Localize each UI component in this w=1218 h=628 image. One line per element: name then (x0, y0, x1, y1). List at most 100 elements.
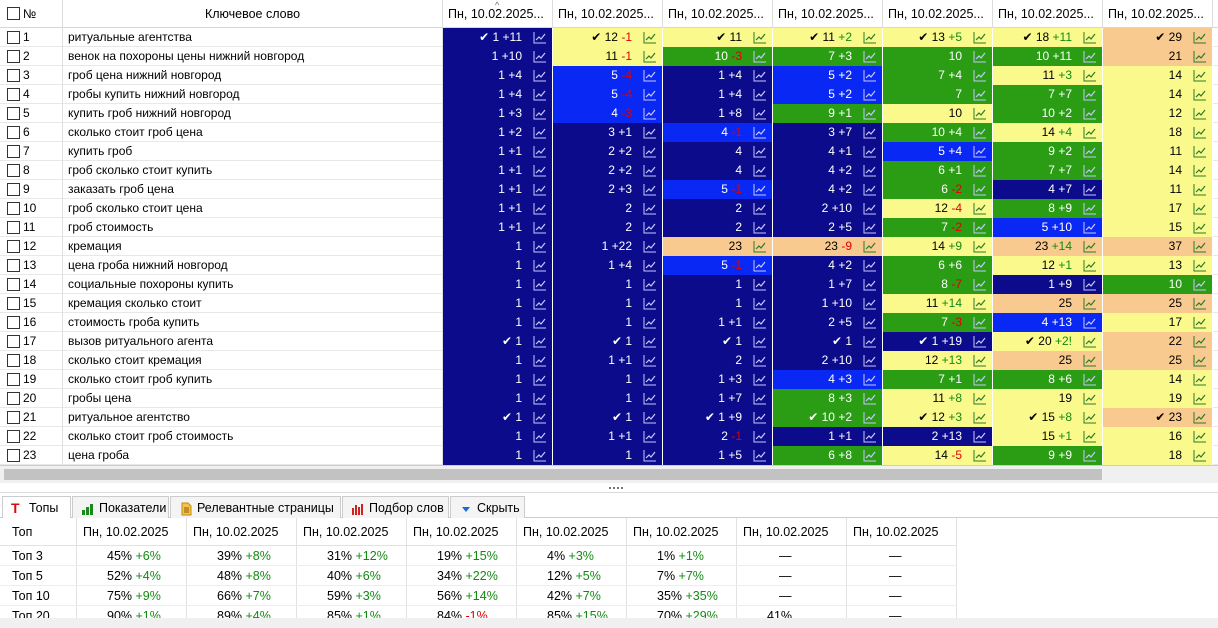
trend-chart-icon[interactable] (1193, 69, 1207, 82)
scrollbar-thumb[interactable] (4, 469, 1102, 480)
trend-chart-icon[interactable] (863, 145, 877, 158)
trend-chart-icon[interactable] (753, 354, 767, 367)
position-cell[interactable]: 6 +6 (883, 256, 993, 275)
period-header[interactable]: Пн, 10.02.2025... (553, 0, 663, 28)
keyword-cell[interactable]: гроб сколько стоит цена (63, 199, 443, 218)
trend-chart-icon[interactable] (1193, 430, 1207, 443)
position-cell[interactable]: 2 +13 (883, 427, 993, 446)
position-cell[interactable]: 4 +3 (773, 370, 883, 389)
position-cell[interactable]: 5 +2 (773, 85, 883, 104)
period-header[interactable]: Пн, 10.02.2025... ^ (443, 0, 553, 28)
trend-chart-icon[interactable] (643, 316, 657, 329)
trend-chart-icon[interactable] (973, 373, 987, 386)
trend-chart-icon[interactable] (643, 449, 657, 462)
trend-chart-icon[interactable] (753, 50, 767, 63)
trend-chart-icon[interactable] (1083, 31, 1097, 44)
trend-chart-icon[interactable] (533, 145, 547, 158)
stats-period-header[interactable]: Пн, 10.02.2025 (847, 518, 957, 546)
stats-period-header[interactable]: Пн, 10.02.2025 (737, 518, 847, 546)
trend-chart-icon[interactable] (973, 145, 987, 158)
position-cell[interactable]: 5 +2 (773, 66, 883, 85)
trend-chart-icon[interactable] (1193, 335, 1207, 348)
trend-chart-icon[interactable] (863, 449, 877, 462)
trend-chart-icon[interactable] (533, 278, 547, 291)
position-cell[interactable]: 12 (1103, 104, 1213, 123)
position-cell[interactable]: 8 +6 (993, 370, 1103, 389)
position-cell[interactable]: 1 (663, 275, 773, 294)
period-header[interactable]: Пн, 10.02.2025... (993, 0, 1103, 28)
row-checkbox[interactable] (7, 164, 20, 177)
trend-chart-icon[interactable] (533, 449, 547, 462)
table-row[interactable]: 17 вызов ритуального агента ✔ 1 ✔ 1 ✔ 1 ✔ 1 ✔ … (0, 332, 1218, 351)
position-cell[interactable]: 8 -7 (883, 275, 993, 294)
trend-chart-icon[interactable] (1193, 221, 1207, 234)
position-cell[interactable]: ✔ 1 (553, 408, 663, 427)
keyword-cell[interactable]: ритуальные агентства (63, 28, 443, 47)
keyword-cell[interactable]: сколько стоит гроб цена (63, 123, 443, 142)
trend-chart-icon[interactable] (1193, 373, 1207, 386)
keyword-cell[interactable]: цена гроба (63, 446, 443, 465)
position-cell[interactable]: 19 (993, 389, 1103, 408)
position-cell[interactable]: 17 (1103, 313, 1213, 332)
table-row[interactable]: 6 сколько стоит гроб цена 1 +2 3 +1 4 -1 3 +7… (0, 123, 1218, 142)
position-cell[interactable]: ✔ 1 +11 (443, 28, 553, 47)
keyword-cell[interactable]: гробы цена (63, 389, 443, 408)
trend-chart-icon[interactable] (863, 221, 877, 234)
stats-period-header[interactable]: Пн, 10.02.2025 (187, 518, 297, 546)
row-checkbox[interactable] (7, 31, 20, 44)
table-row[interactable]: 12 кремация 1 1 +22 23 23 -9 14 +9 23 +14 37 (0, 237, 1218, 256)
trend-chart-icon[interactable] (863, 31, 877, 44)
trend-chart-icon[interactable] (753, 183, 767, 196)
table-row[interactable]: 9 заказать гроб цена 1 +1 2 +3 5 -1 4 +2 6 -2 4… (0, 180, 1218, 199)
keyword-cell[interactable]: заказать гроб цена (63, 180, 443, 199)
trend-chart-icon[interactable] (643, 50, 657, 63)
trend-chart-icon[interactable] (1193, 31, 1207, 44)
position-cell[interactable]: 18 (1103, 446, 1213, 465)
trend-chart-icon[interactable] (753, 221, 767, 234)
position-cell[interactable]: 7 (883, 85, 993, 104)
position-cell[interactable]: ✔ 11 +2 (773, 28, 883, 47)
position-cell[interactable]: 2 +5 (773, 218, 883, 237)
trend-chart-icon[interactable] (1083, 373, 1097, 386)
row-checkbox[interactable] (7, 50, 20, 63)
trend-chart-icon[interactable] (863, 411, 877, 424)
trend-chart-icon[interactable] (973, 354, 987, 367)
position-cell[interactable]: 1 +4 (663, 66, 773, 85)
position-cell[interactable]: 1 (443, 256, 553, 275)
position-cell[interactable]: 2 (663, 199, 773, 218)
trend-chart-icon[interactable] (973, 278, 987, 291)
position-cell[interactable]: 17 (1103, 199, 1213, 218)
position-cell[interactable]: 5 -1 (663, 180, 773, 199)
stats-period-header[interactable]: Пн, 10.02.2025 (517, 518, 627, 546)
trend-chart-icon[interactable] (1193, 183, 1207, 196)
trend-chart-icon[interactable] (973, 335, 987, 348)
position-cell[interactable]: 7 +7 (993, 85, 1103, 104)
trend-chart-icon[interactable] (753, 278, 767, 291)
trend-chart-icon[interactable] (863, 335, 877, 348)
trend-chart-icon[interactable] (533, 373, 547, 386)
trend-chart-icon[interactable] (1193, 354, 1207, 367)
position-cell[interactable]: 2 +10 (773, 351, 883, 370)
trend-chart-icon[interactable] (1193, 164, 1207, 177)
trend-chart-icon[interactable] (643, 164, 657, 177)
position-cell[interactable]: 7 -2 (883, 218, 993, 237)
position-cell[interactable]: 1 +1 (443, 218, 553, 237)
position-cell[interactable]: 10 +2 (993, 104, 1103, 123)
trend-chart-icon[interactable] (533, 354, 547, 367)
position-cell[interactable]: 12 +1 (993, 256, 1103, 275)
position-cell[interactable]: ✔ 1 (773, 332, 883, 351)
position-cell[interactable]: 1 +1 (443, 199, 553, 218)
row-checkbox[interactable] (7, 430, 20, 443)
trend-chart-icon[interactable] (533, 88, 547, 101)
trend-chart-icon[interactable] (863, 126, 877, 139)
trend-chart-icon[interactable] (643, 411, 657, 424)
position-cell[interactable]: 22 (1103, 332, 1213, 351)
select-all-checkbox[interactable] (7, 7, 20, 20)
trend-chart-icon[interactable] (643, 430, 657, 443)
trend-chart-icon[interactable] (753, 164, 767, 177)
trend-chart-icon[interactable] (973, 164, 987, 177)
row-checkbox[interactable] (7, 449, 20, 462)
trend-chart-icon[interactable] (643, 373, 657, 386)
position-cell[interactable]: 5 -4 (553, 66, 663, 85)
row-checkbox[interactable] (7, 411, 20, 424)
